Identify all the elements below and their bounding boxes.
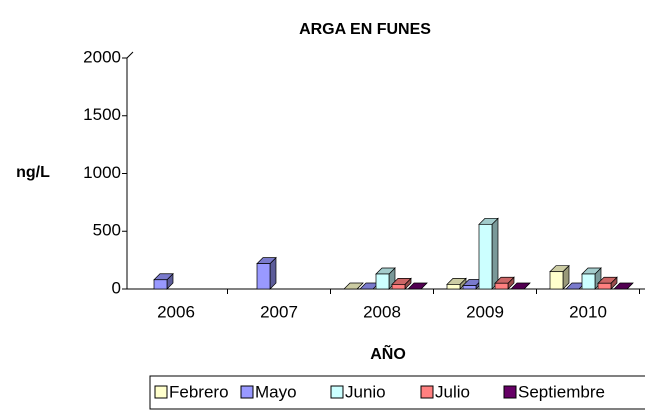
bar [446, 284, 461, 290]
legend-label: Febrero [169, 382, 229, 401]
y-tick-label: 1500 [83, 105, 121, 124]
y-axis-depth [126, 51, 134, 59]
y-tick-label: 2000 [83, 47, 121, 66]
bar [581, 273, 596, 290]
bar-top [510, 282, 531, 290]
bar [375, 273, 390, 290]
x-tick-label: 2006 [157, 302, 195, 321]
x-tick-label: 2007 [260, 302, 298, 321]
legend-swatch [240, 385, 254, 399]
x-tick-label: 2008 [363, 302, 401, 321]
bar [153, 279, 168, 290]
bar [391, 284, 406, 290]
bar-side [491, 217, 499, 290]
x-axis-label: AÑO [370, 343, 406, 363]
bar [597, 282, 612, 290]
legend-label: Julio [435, 382, 470, 401]
legend-label: Septiembre [518, 382, 605, 401]
legend-box [149, 375, 645, 410]
legend-label: Mayo [255, 382, 297, 401]
bar-top [613, 282, 634, 290]
legend-label: Junio [345, 382, 386, 401]
bar [478, 223, 493, 290]
legend-swatch [154, 385, 168, 399]
y-tick-label: 0 [112, 278, 121, 297]
chart-title: ARGA EN FUNES [299, 21, 431, 38]
y-tick-label: 500 [93, 221, 121, 240]
bar [494, 282, 509, 290]
legend-swatch [420, 385, 434, 399]
bar [549, 271, 564, 290]
legend-swatch [503, 385, 517, 399]
x-tick-label: 2009 [466, 302, 504, 321]
bar-top [343, 282, 364, 290]
y-axis-label: ng/L [16, 164, 50, 181]
bar [256, 263, 271, 290]
y-tick-label: 1000 [83, 163, 121, 182]
bar [462, 285, 477, 290]
bar-top [407, 282, 428, 290]
x-tick-label: 2010 [569, 302, 607, 321]
legend-swatch [330, 385, 344, 399]
